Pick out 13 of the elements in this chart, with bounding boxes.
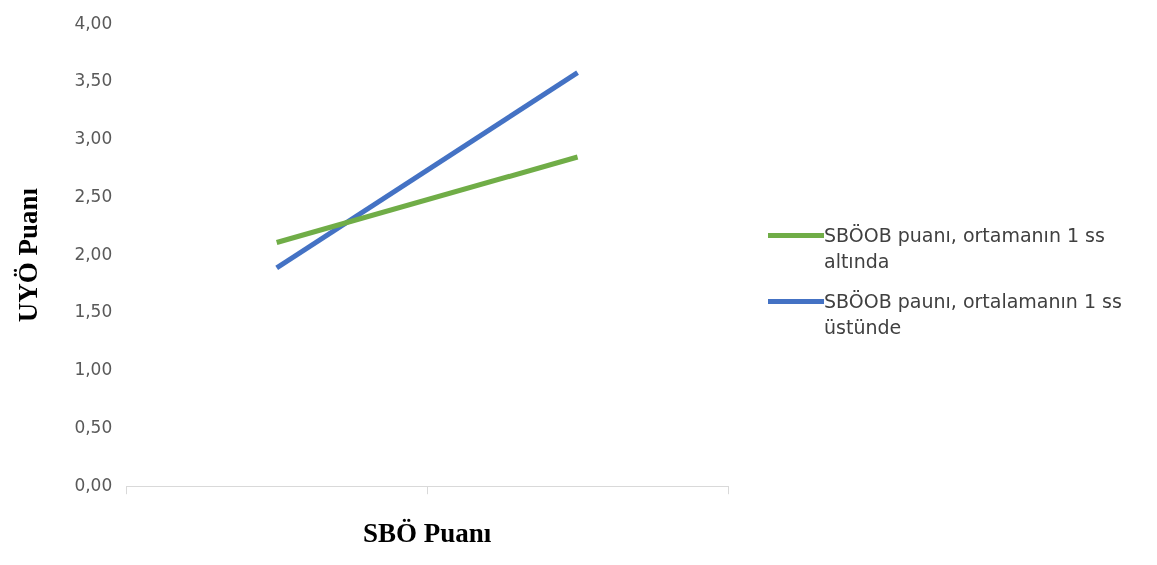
y-tick-label: 3,00 — [74, 128, 113, 149]
y-tick-label: 0,50 — [74, 416, 113, 437]
y-tick-label: 3,50 — [74, 70, 113, 91]
legend-label: SBÖOB puanı, ortamanın 1 ss altında — [824, 223, 1106, 274]
y-tick-label: 1,50 — [74, 301, 113, 322]
y-tick-label: 4,00 — [74, 12, 113, 33]
y-axis-title: UYÖ Puanı — [13, 187, 44, 323]
y-tick-label: 2,50 — [74, 185, 113, 206]
y-tick-label: 0,00 — [74, 474, 113, 495]
legend-label: SBÖOB paunı, ortalamanın 1 ss üstünde — [824, 289, 1123, 340]
y-tick-label: 1,00 — [74, 359, 113, 380]
y-tick-label: 2,00 — [74, 243, 113, 264]
x-axis-title: SBÖ Puanı — [362, 517, 492, 548]
